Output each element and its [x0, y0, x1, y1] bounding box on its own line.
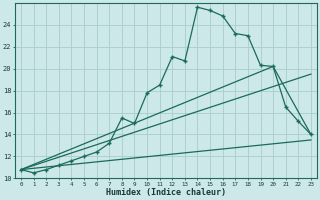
X-axis label: Humidex (Indice chaleur): Humidex (Indice chaleur) [106, 188, 226, 197]
